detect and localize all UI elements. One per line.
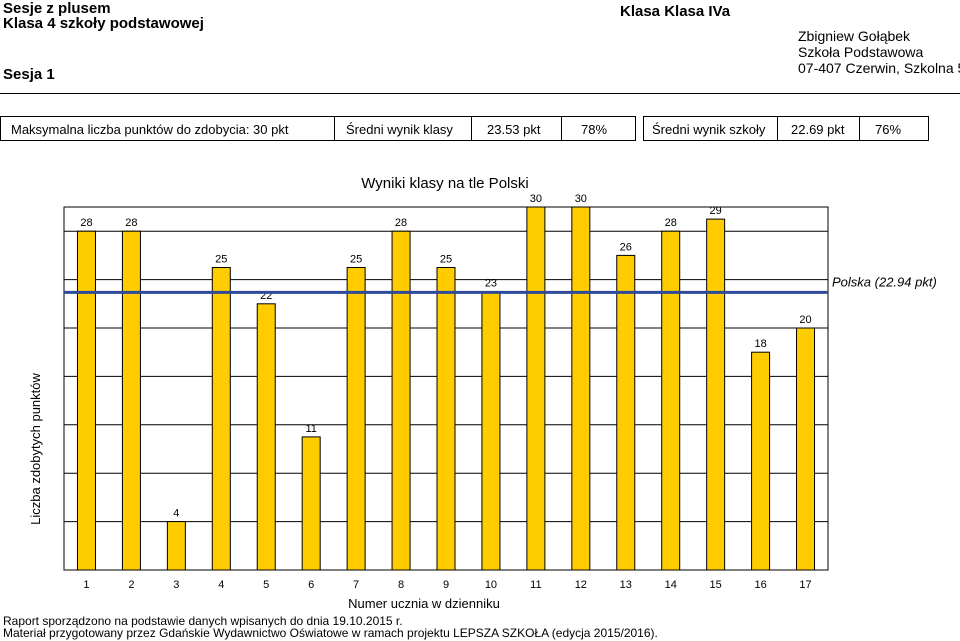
report-date-note: Raport sporządzono na podstawie danych w… [3,614,403,628]
x-tick-label: 5 [263,579,269,591]
x-tick-label: 1 [83,579,89,591]
stats-separator [561,116,562,141]
x-tick-label: 14 [665,579,677,591]
x-tick-label: 9 [443,579,449,591]
x-tick-label: 12 [575,579,587,591]
x-tick-label: 13 [620,579,632,591]
bar-value-label: 23 [485,278,497,290]
x-tick-label: 4 [218,579,224,591]
school-average-percent: 76% [875,122,902,137]
bar-student-2 [121,230,141,571]
bar-value-label: 25 [215,254,227,266]
x-tick-label: 7 [353,579,359,591]
x-tick-label: 6 [308,579,314,591]
stats-separator [859,116,860,141]
bar-student-13 [616,254,636,571]
bar-student-15 [706,218,726,571]
bar-value-label: 28 [80,217,92,229]
bar-student-17 [796,327,816,571]
bar-value-label: 30 [530,193,542,205]
bar-value-label: 18 [754,338,766,350]
bar-value-label: 28 [665,217,677,229]
school-address: 07-407 Czerwin, Szkolna 5 [798,60,960,76]
bar-value-label: 11 [305,423,316,435]
x-tick-label: 2 [128,579,134,591]
bar-student-7 [346,267,366,571]
x-tick-label: 17 [799,579,811,591]
school-name: Szkoła Podstawowa [798,44,924,60]
bar-value-label: 25 [350,254,362,266]
bar-value-label: 26 [620,241,632,253]
bar-student-10 [481,291,501,571]
bar-student-11 [526,206,546,571]
class-average-points: 23.53 pkt [487,122,541,137]
school-average-points: 22.69 pkt [791,122,845,137]
x-axis-label: Numer ucznia w dzienniku [348,596,500,611]
class-average-percent: 78% [581,122,608,137]
class-average-label: Średni wynik klasy [346,122,453,137]
header-divider [0,93,960,94]
stats-box-school: Średni wynik szkoły 22.69 pkt 76% [643,116,929,141]
max-points-label: Maksymalna liczba punktów do zdobycia: 3… [11,122,289,137]
national-average-label: Polska (22.94 pkt) [832,274,937,289]
x-tick-label: 3 [173,579,179,591]
x-tick-label: 15 [710,579,722,591]
bar-student-14 [661,230,681,571]
stats-separator [334,116,335,141]
bar-student-3 [166,521,186,571]
bar-student-4 [211,267,231,571]
bar-student-16 [751,351,771,571]
session-label: Sesja 1 [3,66,55,83]
teacher-name: Zbigniew Gołąbek [798,28,911,44]
stats-separator [471,116,472,141]
bar-value-label: 25 [440,254,452,266]
publisher-note: Materiał przygotowany przez Gdańskie Wyd… [3,626,658,640]
stats-box-class: Maksymalna liczba punktów do zdobycia: 3… [0,116,636,141]
stats-separator [777,116,778,141]
bar-student-8 [391,230,411,571]
chart-title: Wyniki klasy na tle Polski [361,175,528,192]
report-subtitle: Klasa 4 szkoły podstawowej [3,15,204,32]
x-tick-label: 11 [530,579,541,591]
class-name: Klasa Klasa IVa [620,3,731,20]
report-title: Sesje z plusem [3,0,111,17]
bar-student-1 [76,230,96,571]
x-tick-label: 8 [398,579,404,591]
bar-value-label: 4 [173,508,179,520]
bar-value-label: 20 [799,314,811,326]
bar-student-12 [571,206,591,571]
school-average-label: Średni wynik szkoły [652,122,766,137]
bar-value-label: 30 [575,193,587,205]
bar-student-6 [301,436,321,571]
bar-value-label: 28 [125,217,137,229]
bar-student-5 [256,303,276,571]
bar-student-9 [436,267,456,571]
results-bar-chart: Wyniki klasy na tle Polski 28 28425221125… [28,175,937,611]
x-tick-label: 16 [754,579,766,591]
bar-value-label: 28 [395,217,407,229]
bar-value-label: 29 [710,205,722,217]
x-tick-label: 10 [485,579,497,591]
y-axis-label: Liczba zdobytych punktów [28,373,43,525]
